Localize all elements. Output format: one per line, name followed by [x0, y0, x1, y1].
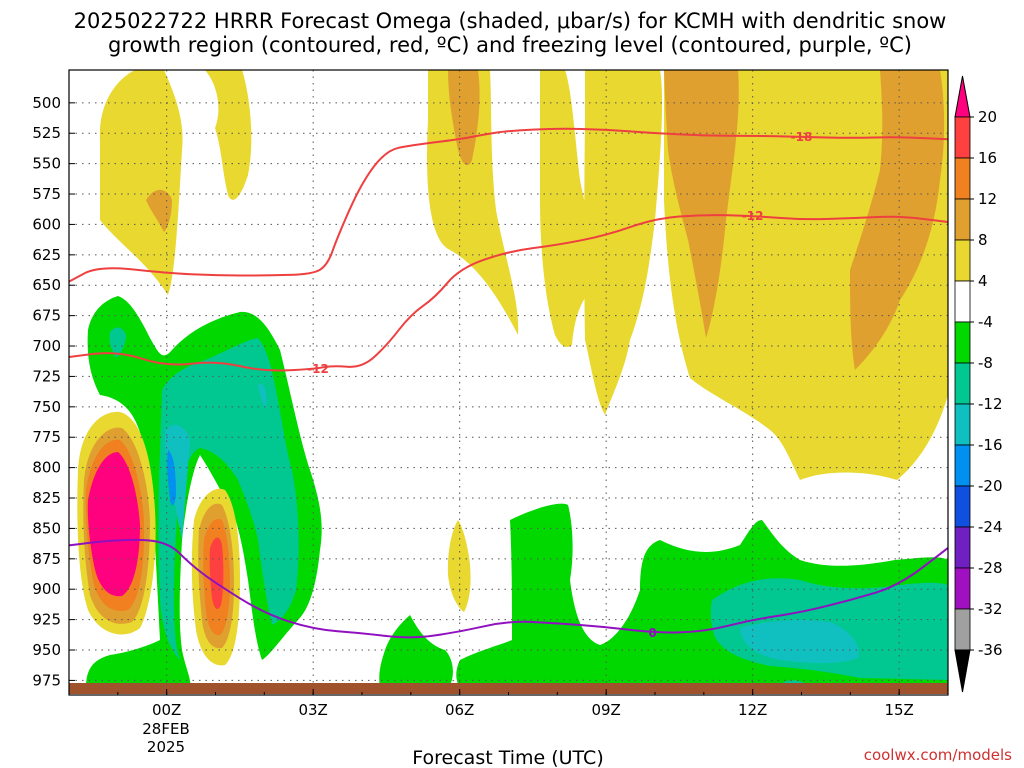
colorbar: 20 16 12 8 4 -4 -8 -12 -16 -20 -24 -28 -32 -36 — [954, 75, 1003, 693]
contour-line — [68, 214, 949, 372]
colorbar-label: -12 — [978, 395, 1003, 413]
x-tick-label: 12Z — [738, 701, 767, 719]
y-tick-label: 550 — [32, 155, 61, 173]
omega-region — [158, 338, 299, 660]
temperature-contours — [68, 127, 949, 639]
date-label-day: 28FEB — [142, 720, 189, 738]
omega-region — [427, 70, 519, 335]
colorbar-swatch — [954, 116, 971, 159]
omega-region — [87, 452, 140, 597]
chart-title-line2: growth region (contoured, red, ºC) and f… — [108, 33, 912, 57]
colorbar-label: 16 — [978, 149, 997, 167]
omega-region — [99, 70, 252, 295]
omega-region — [146, 189, 172, 232]
contour-label: -18 — [791, 130, 813, 144]
omega-region — [740, 620, 859, 664]
colorbar-swatch — [954, 157, 971, 200]
x-tick-label: 00Z — [152, 701, 181, 719]
y-tick-label: 650 — [32, 276, 61, 294]
colorbar-swatch — [954, 403, 971, 446]
y-tick-label: 875 — [32, 550, 61, 568]
colorbar-swatch — [954, 239, 971, 282]
chart-grid — [69, 70, 948, 695]
colorbar-top-arrow — [954, 75, 971, 118]
chart-title-line1: 2025022722 HRRR Forecast Omega (shaded, … — [74, 9, 947, 33]
y-tick-label: 500 — [32, 94, 61, 112]
y-tick-label: 925 — [32, 611, 61, 629]
contour-label: -12 — [307, 362, 329, 376]
contour-line — [68, 538, 949, 639]
omega-region — [167, 450, 176, 506]
omega-region — [447, 520, 471, 612]
omega-region — [379, 615, 453, 688]
colorbar-swatch — [954, 608, 971, 651]
omega-region — [850, 70, 945, 370]
y-tick-label: 900 — [32, 580, 61, 598]
colorbar-swatch — [954, 526, 971, 569]
colorbar-label: -32 — [978, 600, 1003, 618]
y-tick-label: 575 — [32, 185, 61, 203]
colorbar-swatch — [954, 485, 971, 528]
x-tick-label: 15Z — [884, 701, 913, 719]
x-axis-label: Forecast Time (UTC) — [412, 747, 603, 768]
terrain-bar — [69, 683, 948, 694]
contour-label: -12 — [742, 209, 764, 223]
omega-region — [258, 383, 267, 410]
x-axis: 00Z 03Z 06Z 09Z 12Z 15Z — [68, 689, 949, 719]
contour-line — [68, 127, 949, 283]
omega-region — [664, 70, 739, 338]
omega-region — [664, 70, 948, 480]
x-tick-label: 03Z — [298, 701, 327, 719]
colorbar-label: 12 — [978, 190, 997, 208]
y-tick-label: 675 — [32, 307, 61, 325]
colorbar-label: -24 — [978, 518, 1003, 536]
y-tick-label: 525 — [32, 124, 61, 142]
colorbar-label: 8 — [978, 231, 988, 249]
colorbar-label: -36 — [978, 641, 1003, 659]
date-label-year: 2025 — [147, 738, 185, 756]
contour-label: 0 — [648, 626, 656, 640]
y-tick-label: 625 — [32, 246, 61, 264]
omega-region — [209, 537, 224, 610]
y-tick-label: 950 — [32, 641, 61, 659]
colorbar-swatch — [954, 444, 971, 487]
y-tick-label: 725 — [32, 367, 61, 385]
contour-labels: -12 -12 -18 0 — [307, 130, 813, 640]
x-tick-label: 06Z — [445, 701, 474, 719]
x-tick-label: 09Z — [591, 701, 620, 719]
y-tick-label: 775 — [32, 428, 61, 446]
colorbar-label: 20 — [978, 108, 997, 126]
omega-region — [584, 70, 663, 415]
y-tick-label: 850 — [32, 519, 61, 537]
credit-link[interactable]: coolwx.com/models — [864, 746, 1012, 764]
colorbar-swatch — [954, 280, 971, 323]
y-tick-label: 700 — [32, 337, 61, 355]
colorbar-label: 4 — [978, 272, 988, 290]
colorbar-label: -8 — [978, 354, 993, 372]
colorbar-label: -16 — [978, 436, 1003, 454]
y-axis: 500 525 550 575 600 625 650 675 700 725 750 775 800 8… — [32, 94, 75, 689]
y-tick-label: 750 — [32, 398, 61, 416]
colorbar-swatch — [954, 321, 971, 364]
omega-region — [165, 424, 190, 540]
colorbar-label: -28 — [978, 559, 1003, 577]
omega-region — [448, 70, 480, 166]
y-tick-label: 600 — [32, 215, 61, 233]
y-tick-label: 800 — [32, 459, 61, 477]
omega-shading — [77, 70, 948, 688]
colorbar-swatch — [954, 198, 971, 241]
omega-region — [109, 327, 126, 358]
colorbar-label: -4 — [978, 313, 993, 331]
colorbar-label: -20 — [978, 477, 1003, 495]
colorbar-swatch — [954, 567, 971, 610]
y-tick-label: 825 — [32, 489, 61, 507]
colorbar-bottom-arrow — [954, 649, 971, 693]
colorbar-swatch — [954, 362, 971, 405]
y-tick-label: 975 — [32, 671, 61, 689]
